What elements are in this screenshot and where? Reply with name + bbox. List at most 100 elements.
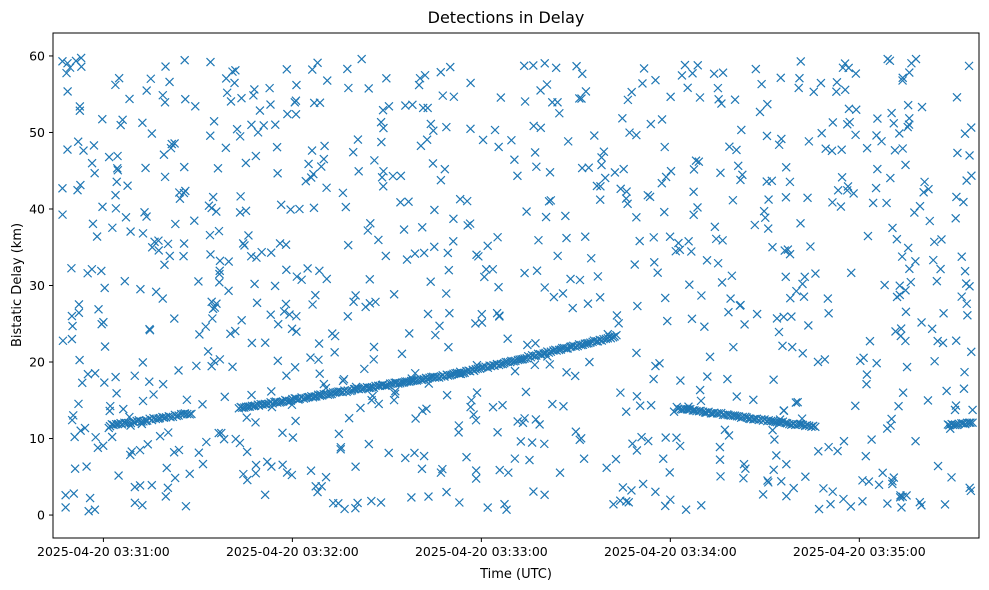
clutter-point: [130, 371, 140, 381]
clutter-point: [863, 231, 873, 241]
clutter-point: [951, 336, 961, 346]
clutter-point: [429, 242, 439, 252]
clutter-point: [58, 210, 67, 220]
clutter-point: [717, 278, 727, 287]
clutter-point: [466, 124, 475, 134]
track-point: [964, 418, 974, 428]
data-point: [61, 502, 71, 512]
clutter-point: [348, 147, 358, 157]
clutter-point: [76, 426, 86, 436]
clutter-point: [540, 283, 550, 292]
clutter-point: [123, 181, 132, 191]
clutter-point: [710, 222, 720, 232]
clutter-point: [732, 145, 741, 155]
clutter-point: [888, 223, 897, 233]
clutter-point: [174, 366, 183, 375]
clutter-point: [307, 65, 317, 74]
clutter-point: [384, 101, 394, 111]
track-point: [580, 339, 590, 349]
clutter-point: [632, 301, 642, 311]
clutter-point: [939, 308, 949, 318]
clutter-point: [315, 369, 325, 379]
clutter-point: [295, 204, 304, 214]
clutter-point: [709, 69, 719, 79]
clutter-point: [147, 242, 157, 252]
clutter-point: [657, 178, 667, 188]
clutter-point: [827, 197, 837, 207]
clutter-point: [789, 483, 799, 493]
clutter-point: [625, 128, 634, 138]
clutter-point: [813, 357, 823, 367]
clutter-point: [595, 292, 605, 302]
x-tick-label: 2025-04-20 03:33:00: [415, 544, 548, 559]
clutter-point: [752, 309, 762, 319]
clutter-point: [494, 142, 504, 152]
clutter-point: [751, 64, 761, 74]
clutter-point: [488, 264, 498, 274]
clutter-point: [376, 137, 386, 147]
clutter-point: [781, 192, 791, 202]
data-point: [665, 495, 675, 505]
clutter-point: [891, 327, 900, 336]
clutter-point: [651, 361, 660, 371]
clutter-point: [316, 162, 326, 172]
clutter-point: [951, 192, 961, 202]
clutter-point: [596, 181, 605, 191]
track-point: [260, 399, 270, 409]
clutter-point: [440, 164, 450, 174]
clutter-point: [220, 392, 230, 402]
clutter-point: [441, 122, 451, 132]
clutter-point: [521, 387, 531, 397]
clutter-point: [895, 281, 905, 291]
clutter-point: [672, 433, 681, 443]
clutter-point: [266, 248, 276, 258]
clutter-point: [845, 117, 855, 127]
clutter-point: [715, 442, 725, 452]
clutter-point: [736, 300, 745, 310]
clutter-point: [379, 166, 388, 176]
clutter-point: [113, 151, 122, 161]
clutter-point: [803, 320, 813, 330]
data-point: [67, 311, 77, 321]
clutter-point: [257, 247, 267, 257]
clutter-point: [135, 480, 145, 490]
clutter-point: [96, 266, 106, 276]
clutter-point: [850, 401, 860, 411]
clutter-point: [279, 306, 289, 316]
clutter-point: [469, 410, 479, 420]
clutter-point: [813, 446, 823, 456]
clutter-point: [696, 500, 706, 510]
clutter-point: [885, 173, 895, 183]
clutter-point: [259, 120, 269, 130]
clutter-point: [282, 468, 292, 477]
y-tick-label: 50: [29, 125, 45, 140]
clutter-point: [779, 312, 789, 322]
clutter-point: [560, 211, 570, 221]
clutter-point: [247, 338, 257, 348]
clutter-point: [364, 439, 374, 449]
clutter-point: [140, 207, 149, 217]
clutter-point: [90, 505, 100, 515]
clutter-point: [539, 439, 549, 449]
clutter-point: [575, 275, 585, 285]
clutter-point: [878, 468, 888, 478]
clutter-point: [314, 355, 323, 365]
clutter-point: [216, 428, 226, 438]
clutter-point: [924, 184, 933, 194]
clutter-point: [448, 214, 458, 224]
clutter-point: [794, 83, 804, 93]
clutter-point: [309, 98, 319, 108]
clutter-point: [718, 235, 728, 245]
clutter-point: [699, 322, 709, 332]
track-point: [544, 348, 554, 358]
clutter-point: [713, 83, 723, 93]
clutter-point: [554, 108, 564, 118]
clutter-point: [623, 199, 633, 209]
clutter-point: [776, 476, 786, 486]
clutter-point: [646, 400, 656, 410]
clutter-point: [614, 318, 624, 328]
clutter-point: [278, 460, 288, 470]
clutter-point: [532, 266, 542, 276]
clutter-point: [695, 93, 705, 102]
clutter-point: [877, 136, 886, 146]
